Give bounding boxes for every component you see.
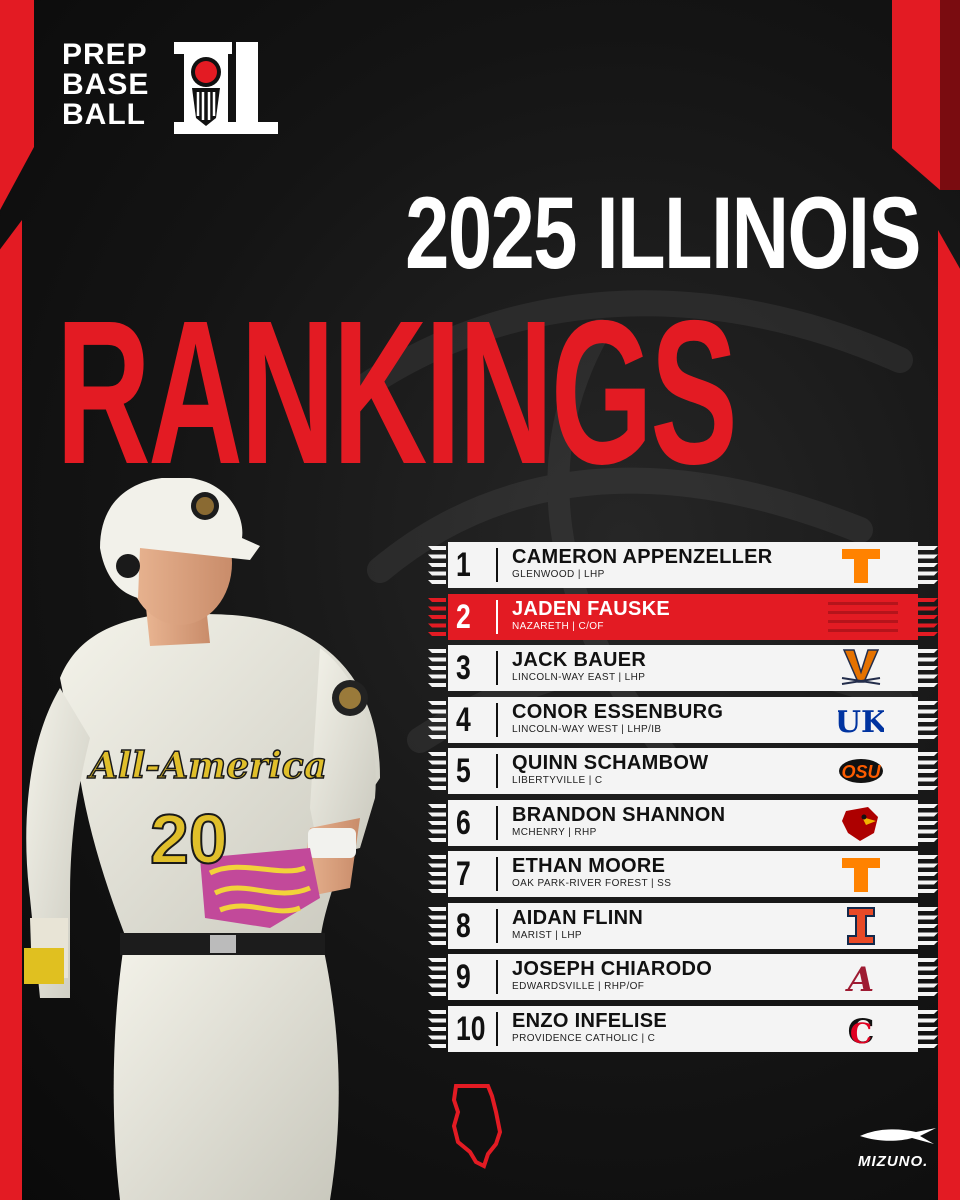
cincinnati-logo-icon: CC bbox=[847, 1012, 874, 1049]
player-name: JACK BAUER bbox=[512, 649, 647, 671]
player-name: ETHAN MOORE bbox=[512, 855, 666, 877]
ranking-row-background bbox=[428, 645, 938, 691]
kentucky-logo-icon: UK bbox=[838, 705, 884, 740]
rank-number: 2 bbox=[456, 597, 471, 636]
title-year-line: 2025 ILLINOIS bbox=[405, 176, 921, 290]
virginia-logo-icon bbox=[841, 649, 881, 685]
player-name: CONOR ESSENBURG bbox=[512, 700, 724, 723]
player-name: BRANDON SHANNON bbox=[512, 803, 726, 826]
ranking-row: 7 ETHAN MOORE OAK PARK-RIVER FOREST | SS bbox=[428, 851, 938, 897]
jersey-number: 20 bbox=[150, 800, 228, 878]
rank-number: 4 bbox=[456, 700, 471, 739]
tennessee-logo-icon bbox=[842, 549, 880, 583]
ranking-row-background bbox=[428, 799, 938, 846]
player-school-position: NAZARETH | C/OF bbox=[512, 620, 604, 632]
tennessee-logo-icon bbox=[842, 858, 880, 892]
player-name: ENZO INFELISE bbox=[512, 1009, 668, 1032]
sponsor-name: MIZUNO. bbox=[858, 1153, 929, 1170]
logo-wordmark: PREP BASE BALL bbox=[62, 40, 172, 130]
player-school-position: MARIST | LHP bbox=[512, 929, 583, 941]
illinois-logo-icon bbox=[847, 906, 875, 945]
alabama-logo-icon: A bbox=[845, 960, 874, 997]
rank-number: 5 bbox=[456, 752, 471, 790]
rank-number: 8 bbox=[456, 906, 471, 945]
svg-text:UK: UK bbox=[838, 705, 884, 740]
left-top-accent-bar bbox=[0, 0, 34, 210]
ranking-row-background bbox=[428, 851, 938, 897]
player-school-position: LINCOLN-WAY EAST | LHP bbox=[512, 672, 646, 683]
player-school-position: EDWARDSVILLE | RHP/OF bbox=[512, 981, 645, 992]
player-name: QUINN SCHAMBOW bbox=[512, 752, 709, 774]
player-school-position: LIBERTYVILLE | C bbox=[512, 775, 603, 786]
ranking-row: 8 AIDAN FLINN MARIST | LHP bbox=[428, 902, 938, 949]
player-name: CAMERON APPENZELLER bbox=[512, 546, 773, 568]
mizuno-runbird-icon bbox=[860, 1128, 936, 1144]
sponsor-logo: MIZUNO. bbox=[858, 1126, 938, 1170]
rank-number: 9 bbox=[456, 958, 471, 996]
ranking-row-background bbox=[428, 1005, 938, 1052]
left-side-accent-bar bbox=[0, 220, 22, 1200]
ranking-row: 4 CONOR ESSENBURG LINCOLN-WAY WEST | LHP/I… bbox=[428, 696, 938, 743]
ranking-row-background bbox=[428, 748, 938, 794]
player-name: JOSEPH CHIARODO bbox=[512, 958, 713, 980]
louisville-cardinal-logo-icon bbox=[842, 806, 878, 841]
rank-number: 1 bbox=[456, 546, 471, 584]
player-school-position: PROVIDENCE CATHOLIC | C bbox=[512, 1032, 656, 1044]
page-title: RANKINGS bbox=[56, 278, 738, 507]
logo-line-3: BALL bbox=[62, 98, 146, 131]
ranking-row: 3 JACK BAUER LINCOLN-WAY EAST | LHP bbox=[428, 645, 938, 691]
baseball-helmet-logo-icon bbox=[174, 42, 278, 134]
player-photo: All-America 20 bbox=[24, 478, 380, 1200]
rank-number: 6 bbox=[456, 803, 471, 842]
rank-number: 7 bbox=[456, 855, 471, 893]
rank-number: 3 bbox=[456, 649, 471, 687]
right-side-accent-bar bbox=[938, 230, 960, 1200]
jersey-script: All-America bbox=[87, 745, 327, 787]
player-name: AIDAN FLINN bbox=[512, 906, 644, 929]
ranking-row: 1 CAMERON APPENZELLER GLENWOOD | LHP bbox=[428, 542, 938, 588]
ranking-row: 5 QUINN SCHAMBOW LIBERTYVILLE | C OSU bbox=[428, 748, 938, 794]
logo-line-2: BASE bbox=[62, 68, 150, 101]
ranking-row: 9 JOSEPH CHIARODO EDWARDSVILLE | RHP/OF A bbox=[428, 954, 938, 1000]
logo-line-1: PREP bbox=[62, 38, 148, 71]
ranking-row-background bbox=[428, 902, 938, 949]
ranking-row: 6 BRANDON SHANNON MCHENRY | RHP bbox=[428, 799, 938, 846]
player-name: JADEN FAUSKE bbox=[512, 597, 671, 620]
ranking-row-background bbox=[428, 696, 938, 743]
player-school-position: GLENWOOD | LHP bbox=[512, 569, 605, 580]
svg-text:C: C bbox=[850, 1017, 872, 1049]
ranking-row-background bbox=[428, 542, 938, 588]
ranking-row: 2 JADEN FAUSKE NAZARETH | C/OF bbox=[428, 593, 938, 640]
player-school-position: MCHENRY | RHP bbox=[512, 826, 597, 838]
illinois-state-outline-icon bbox=[451, 1084, 503, 1169]
ranking-row-background bbox=[428, 954, 938, 1000]
svg-text:A: A bbox=[845, 960, 874, 997]
rankings-list: 1 CAMERON APPENZELLER GLENWOOD | LHP 2 JADEN… bbox=[428, 542, 938, 1057]
right-top-dark-accent-bar bbox=[940, 0, 960, 190]
svg-text:C: C bbox=[847, 1012, 874, 1049]
ranking-row-background bbox=[428, 593, 938, 640]
svg-text:OSU: OSU bbox=[841, 762, 881, 782]
right-top-accent-bar bbox=[892, 0, 940, 190]
oklahoma-state-logo-icon: OSU bbox=[839, 759, 883, 783]
rank-number: 10 bbox=[456, 1009, 486, 1048]
player-school-position: OAK PARK-RIVER FOREST | SS bbox=[512, 878, 672, 889]
player-school-position: LINCOLN-WAY WEST | LHP/IB bbox=[512, 723, 662, 735]
